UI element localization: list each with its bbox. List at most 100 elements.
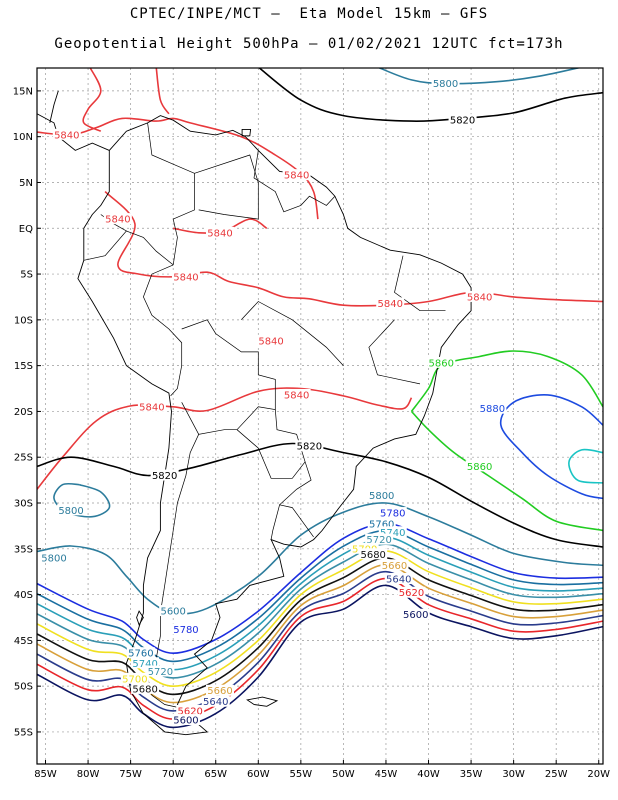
lat-tick-label: EQ [19,224,33,235]
contour-label: 5840 [282,388,311,401]
contour-label-text: 5800 [41,553,66,564]
contour-label-bg [376,297,405,309]
contour-label-text: 5860 [429,358,454,369]
lat-tick-label: 15N [13,86,33,97]
country-border [253,150,336,213]
contour-5620 [37,577,603,720]
nicaragua-coast [49,90,59,124]
contour-label-bg [282,169,311,181]
contour-label: 5840 [376,297,405,310]
south-america-coastline [77,115,472,736]
contour-label: 5640 [201,695,230,708]
contour-label-bg [427,356,456,368]
contour-label-text: 5820 [450,116,475,127]
lon-tick-label: 80W [77,769,100,780]
lat-tick-label: 5S [20,270,33,281]
contour-label-text: 5640 [386,575,411,586]
lon-tick-label: 70W [162,769,185,780]
contour-label-text: 5720 [148,667,173,678]
lat-tick-label: 45S [14,636,33,647]
contour-label-text: 5700 [122,674,147,685]
contour-label-text: 5620 [399,588,424,599]
lat-tick-label: 40S [14,590,33,601]
contour-label-text: 5760 [128,649,153,660]
contour-label-bg [367,489,396,501]
lon-tick-label: 85W [34,769,57,780]
contour-label-text: 5840 [173,272,198,283]
contour-label-text: 5840 [377,299,402,310]
lat-tick-label: 5N [19,178,33,189]
contour-label: 5660 [205,684,234,697]
contour-label: 5660 [380,559,409,572]
contour-5780 [37,522,603,655]
country-border [236,409,306,479]
contour-label-text: 5600 [173,716,198,727]
contour-label-bg [378,507,407,519]
country-border [241,301,344,366]
map-title-line2: Geopotential Height 500hPa – 01/02/2021 … [54,36,564,52]
contour-label-text: 5660 [382,561,407,572]
axis-labels: 15N 10N 5N EQ 5S 10S 15S 20S 25S 30S 35S 40S 45S 50S 5… [13,86,610,780]
contour-label-text: 5880 [480,404,505,415]
contour-label-text: 5600 [403,610,428,621]
contour-5860 [410,410,603,532]
lon-tick-label: 65W [204,769,227,780]
contour-label: 5780 [171,623,200,636]
contour-label-text: 5840 [54,130,79,141]
contour-label-text: 5840 [207,228,232,239]
contour-label-bg [282,388,311,400]
contour-label: 5600 [401,608,430,621]
contour-5820 [258,68,603,122]
contour-label: 5880 [478,402,507,415]
contour-label-bg [257,334,286,346]
contour-label-bg [384,573,413,585]
contour-label: 5600 [159,605,188,618]
contour-label: 5820 [295,440,324,453]
contour-5840 [82,68,102,132]
contour-label-text: 5720 [366,535,391,546]
contour-label: 5840 [137,400,166,413]
contour-label-text: 5620 [177,706,202,717]
contour-5740 [37,536,603,671]
contour-label-text: 5840 [139,402,164,413]
contour-label: 5840 [103,213,132,226]
contour-5800 [377,68,582,85]
central-america-coastline [37,113,110,151]
contour-label-text: 5660 [207,686,232,697]
contour-label-text: 5640 [203,697,228,708]
contour-5600 [37,584,603,729]
contour-label: 5680 [359,548,388,561]
contour-5640 [37,570,603,712]
contour-label-bg [431,77,460,89]
contour-label: 5640 [384,573,413,586]
contour-label-bg [378,526,407,538]
contour-label: 5620 [176,704,205,717]
contour-label-bg [40,551,69,563]
contour-label-bg [131,682,160,694]
lat-tick-label: 30S [14,499,33,510]
contour-label: 5740 [378,526,407,539]
country-border [194,154,259,220]
lon-tick-label: 55W [290,769,313,780]
contour-label-bg [205,684,234,696]
contour-5840 [37,387,413,490]
contour-label-text: 5840 [105,215,130,226]
contour-label: 5840 [205,226,234,239]
contour-label-text: 5680 [360,550,385,561]
contour-5720 [37,543,603,679]
contour-5880 [499,394,603,500]
contour-5900 [568,448,603,484]
contour-label: 5860 [465,460,494,473]
contour-label-bg [478,402,507,414]
lon-tick-label: 75W [119,769,142,780]
contour-label: 5740 [131,657,160,670]
contour-label-bg [401,608,430,620]
contour-label-text: 5740 [380,528,405,539]
contour-label-text: 5600 [160,607,185,618]
contour-label-bg [103,213,132,225]
contour-label: 5720 [365,533,394,546]
contour-label-text: 5740 [132,659,157,670]
contour-5760 [37,529,603,663]
contour-5800 [53,482,111,518]
